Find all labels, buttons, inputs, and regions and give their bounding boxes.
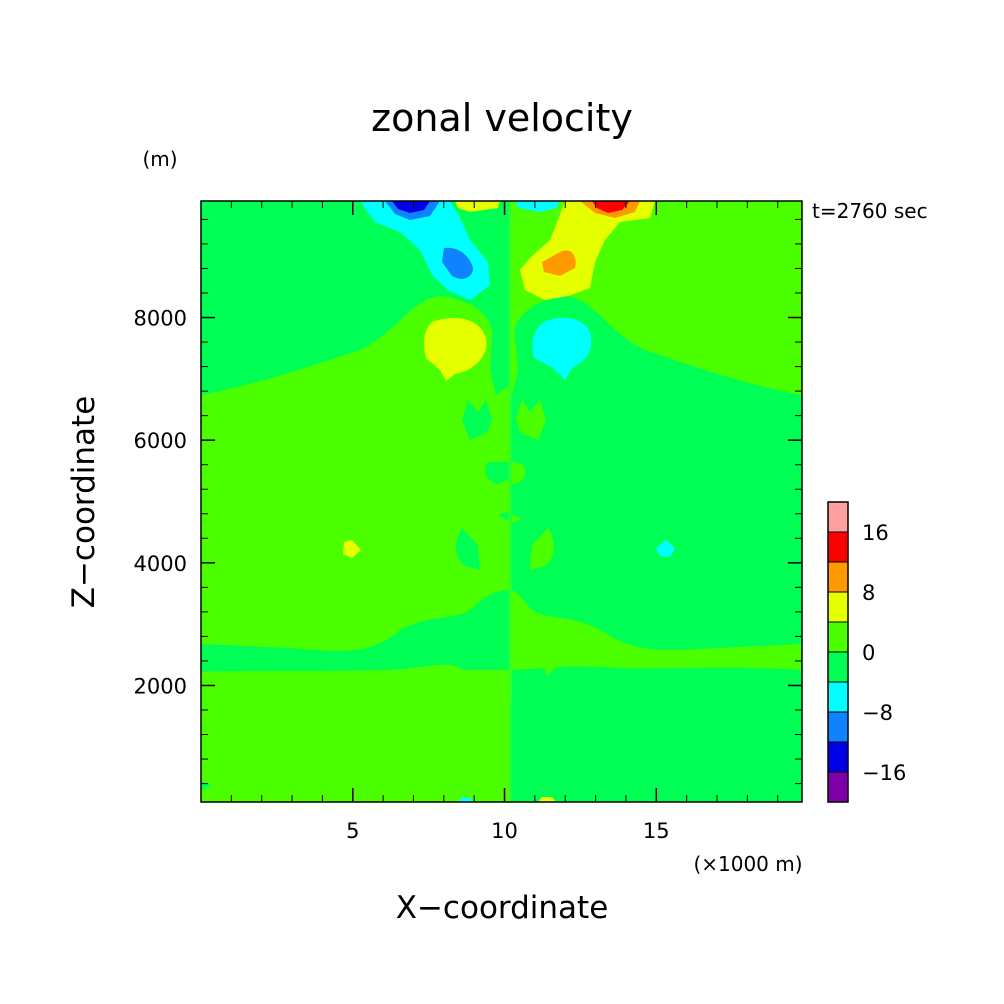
- y-tick-label: 8000: [134, 307, 187, 331]
- x-tick-label: 5: [346, 819, 359, 843]
- contour-field: [201, 201, 802, 802]
- lower-left-positive-patch: [430, 670, 510, 755]
- lower-right-negative-patch: [512, 668, 590, 756]
- x-axis-label: X−coordinate: [396, 890, 609, 926]
- mid-negative-islands: [456, 400, 510, 570]
- y-axis-unit: (m): [142, 147, 177, 171]
- upper-right-strong-positive: [542, 201, 640, 276]
- y-axis-label: Z−coordinate: [66, 396, 102, 609]
- mid-positive-islands: [512, 400, 554, 570]
- x-axis-ticks: 5 10 15: [346, 201, 670, 843]
- colorbar-swatch: [827, 561, 849, 593]
- colorbar-frame: [827, 501, 849, 803]
- colorbar-tick-label: −16: [862, 761, 906, 785]
- colorbar-swatch: [827, 591, 849, 623]
- colorbar-tick-label: 16: [862, 521, 889, 545]
- top-center-positive-cap: [455, 201, 500, 212]
- colorbar-tick-label: 0: [862, 641, 875, 665]
- colorbar-tick-label: −8: [862, 701, 893, 725]
- time-label: t=2760 sec: [812, 199, 928, 223]
- colorbar-swatch: [827, 681, 849, 713]
- y-tick-label: 2000: [134, 674, 187, 698]
- colorbar-swatch: [827, 501, 849, 533]
- lower-right-positive-band: [510, 590, 802, 700]
- x-tick-label: 10: [491, 819, 518, 843]
- upper-right-positive-plume: [520, 201, 655, 300]
- point-right-negative: [656, 540, 675, 557]
- colorbar-swatch: [827, 741, 849, 773]
- colorbar-swatch: [827, 771, 849, 803]
- colorbar-swatch: [827, 651, 849, 683]
- lower-left-negative-band: [201, 590, 510, 700]
- x-axis-minor-ticks: [230, 201, 779, 802]
- upper-right-max-positive: [592, 201, 630, 213]
- upper-left-strong-negative: [385, 201, 473, 279]
- colorbar-tick-label: 8: [862, 581, 875, 605]
- colorbar: −16 −8 0 8 16: [827, 501, 906, 803]
- left-positive-blob: [424, 318, 487, 381]
- corner-patch: [201, 780, 212, 790]
- chart-title: zonal velocity: [371, 96, 633, 140]
- bottom-edge-marks-right: [538, 797, 556, 802]
- point-left-positive: [343, 540, 361, 558]
- bottom-edge-marks: [458, 797, 474, 802]
- right-negative-blob: [532, 317, 592, 380]
- colorbar-swatch: [827, 711, 849, 743]
- y-axis-minor-ticks: [201, 218, 802, 785]
- upper-left-max-negative: [392, 201, 430, 213]
- top-center-negative-cap: [515, 201, 560, 212]
- colorbar-swatch: [827, 621, 849, 653]
- y-tick-label: 6000: [134, 429, 187, 453]
- plot-frame: [200, 200, 803, 803]
- y-tick-label: 4000: [134, 552, 187, 576]
- x-tick-label: 15: [643, 819, 670, 843]
- x-axis-unit: (×1000 m): [693, 852, 802, 876]
- y-axis-ticks: 2000 4000 6000 8000: [134, 307, 802, 698]
- colorbar-swatch: [827, 531, 849, 563]
